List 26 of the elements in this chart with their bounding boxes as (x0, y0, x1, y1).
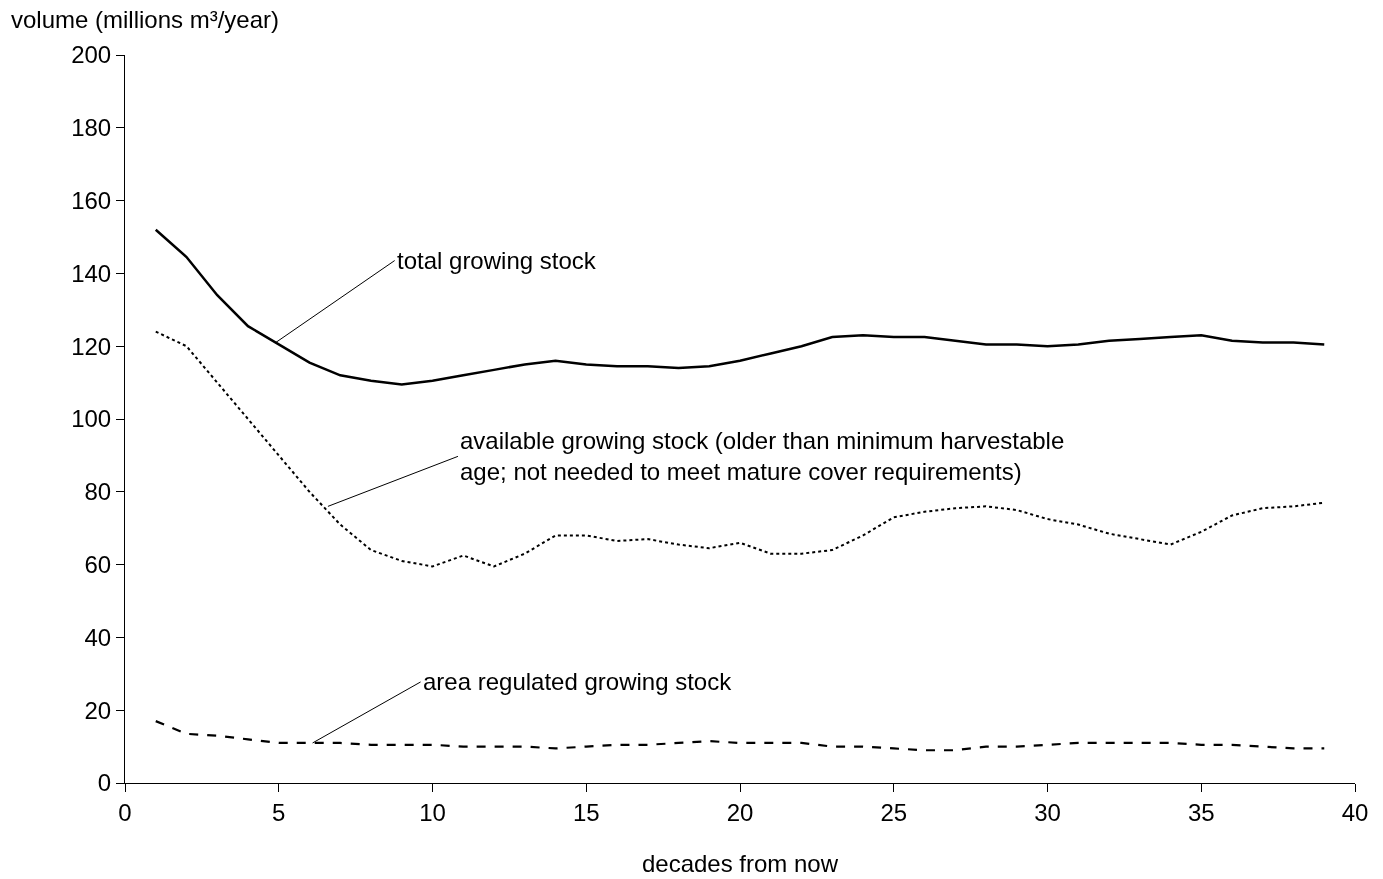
x-tick-label: 10 (419, 798, 446, 826)
annotation: area regulated growing stock (423, 668, 733, 695)
x-tick-label: 25 (880, 798, 908, 826)
y-tick-label: 40 (84, 623, 112, 651)
x-tick-label: 5 (272, 798, 286, 826)
x-axis-title: decades from now (641, 850, 839, 878)
x-tick-label: 30 (1034, 798, 1061, 826)
line-series (154, 228, 1326, 386)
y-tick-label: 0 (97, 769, 112, 797)
y-tick-label: 60 (84, 551, 112, 578)
y-tick-label: 180 (71, 114, 112, 142)
x-tick-label: 0 (118, 798, 132, 826)
annotation: total growing stock (397, 247, 597, 274)
y-tick-label: 120 (71, 332, 112, 360)
y-tick-label: 100 (71, 405, 112, 433)
y-tick-label: 160 (71, 187, 112, 214)
x-tick-label: 40 (1341, 798, 1369, 826)
y-tick-label: 20 (84, 696, 112, 724)
annotation: available growing stock (older than minimum harvestable age; not needed to meet mature cover requirements) (460, 427, 1065, 486)
x-tick-label: 20 (726, 798, 754, 826)
y-tick-label: 140 (71, 259, 112, 287)
y-tick-label: 80 (84, 478, 112, 506)
y-axis-title: volume (millions m³/year) (11, 6, 280, 33)
y-tick-label: 200 (71, 41, 112, 69)
x-tick-label: 15 (572, 798, 600, 826)
x-tick-label: 35 (1187, 798, 1215, 826)
